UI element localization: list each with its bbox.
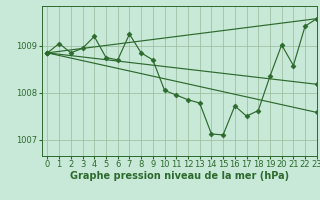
X-axis label: Graphe pression niveau de la mer (hPa): Graphe pression niveau de la mer (hPa) bbox=[70, 171, 289, 181]
